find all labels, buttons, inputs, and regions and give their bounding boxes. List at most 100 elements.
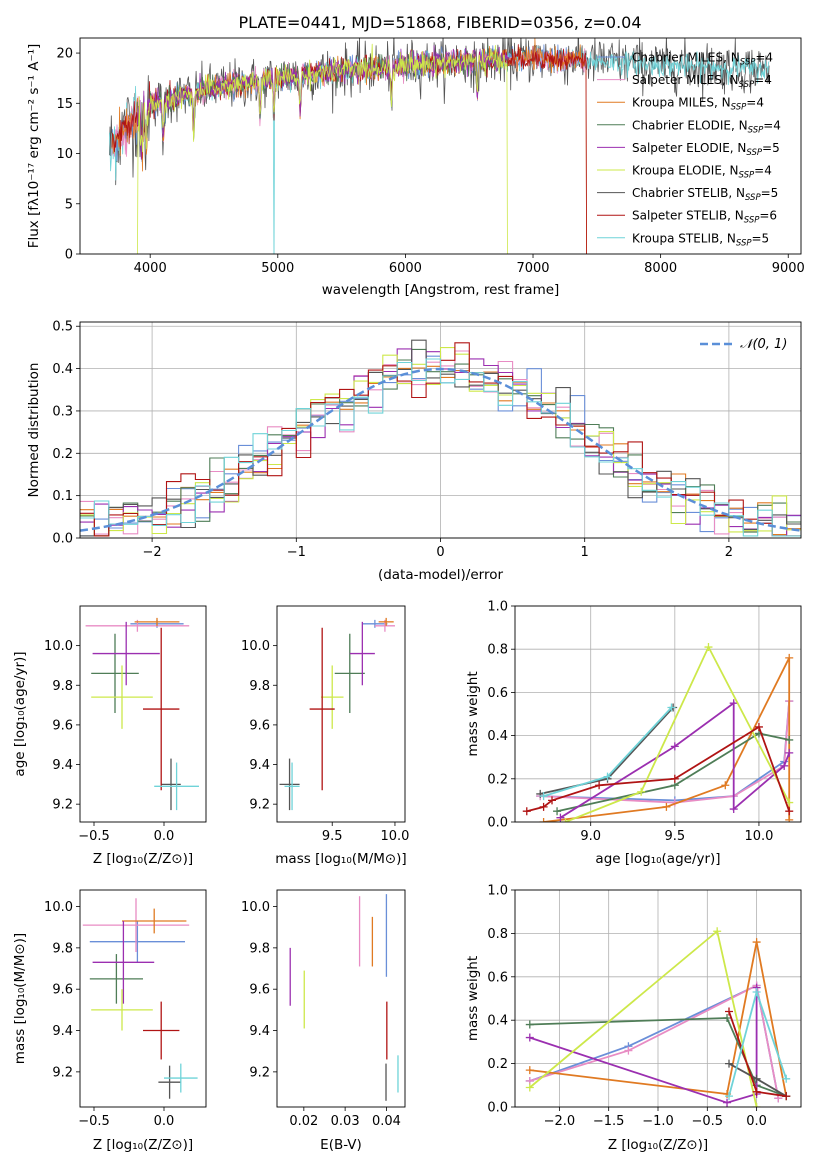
y-tick-label: 0.6 — [487, 686, 508, 701]
spectrum-line-salpeter-stelib — [111, 44, 587, 254]
weight-marker-kroupa-stelib — [539, 792, 548, 801]
x-tick-label: −2 — [143, 545, 162, 560]
x-tick-label: 10.0 — [380, 829, 409, 844]
axes-frame — [79, 605, 207, 823]
y-tick-label: 9.2 — [249, 798, 270, 813]
legend-label-chabrier-stelib: Chabrier STELIB, NSSP=5 — [632, 186, 778, 203]
y-tick-label: 0.0 — [487, 816, 508, 831]
weight-marker-salpeter-stelib — [752, 1087, 761, 1096]
weight-marker-salpeter-elodie — [723, 1098, 732, 1107]
plot-area — [525, 927, 791, 1107]
weight-marker-chabrier-elodie — [785, 735, 794, 744]
x-tick-label: −1 — [287, 545, 306, 560]
y-tick-label: 0.8 — [487, 643, 508, 658]
axes-frame — [514, 889, 802, 1108]
y-axis-label: mass weight — [465, 956, 481, 1041]
weight-marker-salpeter-stelib — [782, 1092, 791, 1101]
legend-label-normal: 𝒩(0, 1) — [740, 337, 787, 352]
weight-marker-kroupa-stelib — [782, 1074, 791, 1083]
weight-line-kroupa-elodie — [529, 929, 758, 1107]
y-axis-label: mass weight — [465, 671, 481, 756]
x-tick-label: −2.0 — [544, 1114, 576, 1129]
x-tick-label: 0 — [436, 545, 444, 560]
legend-label-kroupa-miles: Kroupa MILES, NSSP=4 — [632, 96, 764, 113]
weight-marker-salpeter-stelib — [670, 774, 679, 783]
plot-area — [80, 339, 801, 537]
weight-line-salpeter-miles — [529, 984, 780, 1099]
x-tick-label: 0.03 — [331, 1114, 360, 1129]
x-tick-label: 7000 — [516, 261, 549, 276]
normal-reference-curve — [80, 367, 801, 532]
weight-marker-salpeter-stelib — [548, 796, 557, 805]
weight-marker-kroupa-miles — [785, 653, 794, 662]
y-tick-label: 0.2 — [52, 447, 73, 462]
x-tick-label: 0.0 — [154, 829, 175, 844]
weight-marker-chabrier-elodie — [525, 1020, 534, 1029]
weight-marker-kroupa-miles — [752, 938, 761, 947]
weight-marker-salpeter-stelib — [595, 781, 604, 790]
weight-marker-salpeter-stelib — [754, 722, 763, 731]
legend-label-kroupa-stelib: Kroupa STELIB, NSSP=5 — [632, 231, 769, 248]
weight-marker-chabrier-elodie — [723, 1014, 732, 1023]
plot-area — [522, 643, 794, 822]
y-tick-label: 5 — [65, 197, 73, 212]
weight-line-salpeter-elodie — [529, 987, 758, 1104]
weight-line-chabrier-elodie — [556, 732, 790, 813]
y-tick-label: 9.4 — [249, 1024, 270, 1039]
weight-marker-salpeter-elodie — [729, 805, 738, 814]
weight-line-salpeter-elodie — [559, 701, 791, 819]
x-axis-label: (data-model)/error — [378, 567, 504, 583]
y-tick-label: 9.8 — [52, 679, 73, 694]
y-tick-label: 0 — [65, 248, 73, 263]
x-tick-label: 4000 — [134, 261, 167, 276]
panel-age-vs-Z: −0.5 0.0 9.2 9.4 9.6 9.8 10.0 Z [log₁₀(Z/Z⊙)] ag… — [12, 605, 207, 867]
x-tick-label: 5000 — [261, 261, 294, 276]
x-tick-label: 9.5 — [664, 829, 685, 844]
y-tick-label: 10.0 — [44, 900, 73, 915]
x-tick-label: 6000 — [389, 261, 422, 276]
x-tick-label: 9.5 — [322, 829, 343, 844]
axes-frame — [79, 37, 802, 255]
legend-label-kroupa-elodie: Kroupa ELODIE, NSSP=4 — [632, 164, 772, 181]
plot-area — [289, 894, 399, 1101]
y-tick-label: 0.2 — [487, 772, 508, 787]
panel-weight-vs-age: 9.0 9.5 10.0 0.0 0.2 0.4 0.6 0.8 1.0 age [log₁₀(a… — [465, 600, 802, 867]
y-tick-label: 15 — [56, 97, 73, 112]
weight-marker-kroupa-stelib — [667, 703, 676, 712]
legend-label-chabrier-elodie: Chabrier ELODIE, NSSP=4 — [632, 118, 781, 135]
y-tick-label: 9.6 — [52, 983, 73, 998]
panel-mass-vs-Z: −0.5 0.0 9.2 9.4 9.6 9.8 10.0 Z [log₁₀(Z/Z⊙)] ma… — [12, 889, 207, 1153]
panel-residuals: −2 −1 0 1 2 0.0 0.1 0.2 0.3 0.4 0.5 (data-model)/er… — [26, 320, 802, 583]
y-tick-label: 1.0 — [487, 600, 508, 615]
weight-marker-salpeter-stelib — [539, 802, 548, 811]
x-tick-label: 0.0 — [746, 1114, 767, 1129]
x-tick-label: 1 — [581, 545, 589, 560]
weight-line-chabrier-elodie — [529, 1017, 787, 1098]
x-axis-label: Z [log₁₀(Z/Z⊙)] — [93, 1137, 193, 1153]
x-axis-label: Z [log₁₀(Z/Z⊙)] — [93, 851, 193, 867]
y-axis-label: Normed distribution — [26, 363, 42, 498]
y-tick-label: 9.6 — [249, 718, 270, 733]
spectrum-legend: Chabrier MILES, NSSP=4 Salpeter MILES, NS… — [597, 51, 781, 248]
weight-line-chabrier-miles — [529, 984, 780, 1099]
x-tick-label: −0.5 — [78, 829, 110, 844]
x-axis-label: mass [log₁₀(M/M⊙)] — [275, 851, 406, 867]
y-tick-label: 9.4 — [249, 758, 270, 773]
legend-label-salpeter-elodie: Salpeter ELODIE, NSSP=5 — [632, 141, 780, 158]
y-tick-label: 10 — [56, 147, 73, 162]
plot-area — [279, 617, 395, 811]
plot-area — [82, 898, 198, 1099]
weight-marker-kroupa-elodie — [637, 787, 646, 796]
axes-frame — [79, 889, 207, 1108]
y-tick-label: 9.8 — [249, 941, 270, 956]
legend-label-chabrier-miles: Chabrier MILES, NSSP=4 — [632, 51, 773, 68]
weight-marker-kroupa-elodie — [525, 1083, 534, 1092]
weight-marker-kroupa-miles — [539, 818, 548, 822]
y-tick-label: 9.4 — [52, 758, 73, 773]
axes-frame — [514, 605, 802, 823]
weight-marker-kroupa-miles — [662, 802, 671, 811]
weight-marker-salpeter-stelib — [785, 807, 794, 816]
weight-line-kroupa-miles — [529, 941, 788, 1097]
y-axis-label: Flux [fλ10⁻¹⁷ erg cm⁻² s⁻¹ A⁻¹] — [26, 44, 42, 249]
x-tick-label: 9.0 — [580, 829, 601, 844]
